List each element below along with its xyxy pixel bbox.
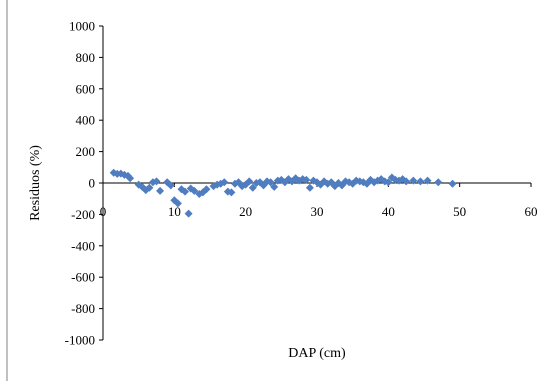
data-point xyxy=(166,181,175,190)
data-point xyxy=(448,179,457,188)
data-point xyxy=(409,176,418,185)
data-point xyxy=(270,182,279,191)
data-point xyxy=(202,185,211,194)
data-point xyxy=(384,178,393,187)
y-axis-ticks: 1000 800 600 400 200 0 -200 -400 -600 -800 -1000 xyxy=(65,19,103,348)
data-point xyxy=(227,188,236,197)
x-tick-label: 40 xyxy=(382,204,395,219)
data-points xyxy=(109,168,457,218)
data-point xyxy=(305,183,314,192)
data-point xyxy=(181,187,190,196)
data-point xyxy=(302,175,311,184)
data-point xyxy=(145,183,154,192)
y-tick-label: 600 xyxy=(76,81,96,96)
x-tick-label: 50 xyxy=(453,204,466,219)
y-tick-label: -200 xyxy=(71,207,95,222)
y-tick-label: -800 xyxy=(71,301,95,316)
data-point xyxy=(156,186,165,195)
data-point xyxy=(248,183,257,192)
x-axis-ticks: 0 10 20 30 40 50 60 xyxy=(100,183,538,219)
x-tick-label: 20 xyxy=(239,204,252,219)
y-tick-label: 200 xyxy=(76,144,96,159)
x-tick-label: 0 xyxy=(100,204,107,219)
data-point xyxy=(184,209,193,218)
data-point xyxy=(434,178,443,187)
y-tick-label: -600 xyxy=(71,270,95,285)
data-point xyxy=(245,177,254,186)
x-tick-label: 60 xyxy=(525,204,538,219)
y-tick-label: -1000 xyxy=(65,333,95,348)
data-point xyxy=(423,176,432,185)
y-tick-label: 800 xyxy=(76,50,96,65)
y-tick-label: -400 xyxy=(71,238,95,253)
y-axis-label: Residuos (%) xyxy=(28,145,43,221)
y-tick-label: 400 xyxy=(76,113,96,128)
data-point xyxy=(126,174,135,183)
data-point xyxy=(416,177,425,186)
x-axis-label: DAP (cm) xyxy=(288,346,346,361)
x-tick-label: 10 xyxy=(168,204,181,219)
data-point xyxy=(190,186,199,195)
data-point xyxy=(173,199,182,208)
data-point xyxy=(266,178,275,187)
x-tick-label: 30 xyxy=(311,204,324,219)
y-tick-label: 1000 xyxy=(69,19,95,34)
data-point xyxy=(220,178,229,187)
y-tick-label: 0 xyxy=(89,176,96,191)
data-point xyxy=(152,177,161,186)
data-point xyxy=(402,177,411,186)
